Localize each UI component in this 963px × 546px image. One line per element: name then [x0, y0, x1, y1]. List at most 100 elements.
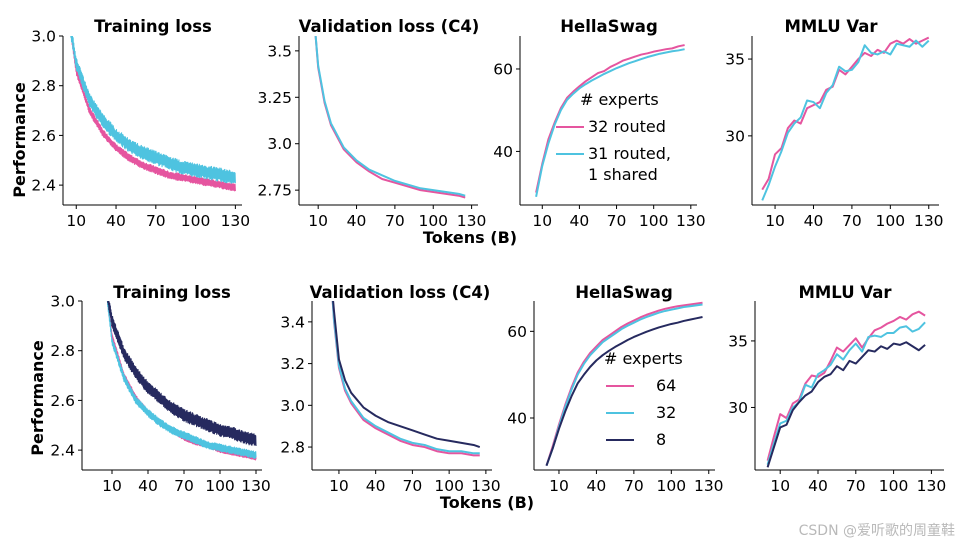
x-tick-label: 40	[570, 212, 590, 230]
series-line-8	[766, 341, 926, 468]
chart-title: Validation loss (C4)	[299, 17, 480, 36]
x-tick-label: 10	[549, 477, 569, 495]
y-tick-label: 40	[493, 143, 513, 161]
y-tick-label: 60	[507, 323, 527, 341]
y-tick-label: 2.4	[31, 177, 56, 195]
plot-area	[331, 301, 481, 457]
y-tick-label: 35	[725, 51, 745, 69]
legend-title: # experts	[580, 90, 659, 109]
legend: # experts 64 32 8	[604, 349, 683, 449]
x-tick-label: 70	[607, 212, 627, 230]
chart-panel-7: HellaSwag 40 60 10 40 70 100 130 # experts 64 32 8	[507, 283, 723, 495]
legend-label: 8	[656, 430, 666, 449]
chart-panel-2: Validation loss (C4) 2.75 3.0 3.25 3.5 10 40 70…	[257, 17, 486, 230]
x-tick-label: 10	[770, 477, 790, 495]
series-line-8	[545, 316, 703, 467]
chart-title: Training loss	[94, 17, 212, 36]
y-tick-label: 2.8	[280, 439, 305, 457]
x-tick-label: 100	[639, 212, 669, 230]
x-tick-label: 10	[765, 212, 785, 230]
series-line-32-routed	[535, 44, 685, 193]
y-tick-label: 3.25	[257, 89, 292, 107]
x-tick-label: 10	[102, 477, 122, 495]
legend-label-line2: 1 shared	[588, 165, 658, 184]
chart-title: HellaSwag	[575, 283, 673, 302]
plot-area	[106, 301, 257, 461]
legend-title: # experts	[604, 349, 683, 368]
y-tick-label: 3.2	[280, 355, 305, 373]
x-axis-label-row1: Tokens (B)	[423, 228, 517, 247]
x-tick-label: 130	[221, 212, 251, 230]
series-line-64	[331, 301, 480, 457]
series-line-31-routed-1-shared	[761, 39, 930, 201]
x-tick-label: 10	[308, 212, 328, 230]
chart-panel-3: HellaSwag 40 60 10 40 70 100 130 # experts 32 rou…	[493, 17, 705, 230]
plot-area	[314, 36, 466, 199]
plot-area	[766, 310, 926, 468]
y-tick-label: 2.75	[257, 182, 292, 200]
legend-label: 64	[656, 376, 676, 395]
charts-layer: Training loss 2.4 2.6 2.8 3.0 10 40 70 100 130 Per…	[10, 17, 946, 495]
y-tick-label: 3.4	[280, 313, 305, 331]
plot-area	[535, 44, 685, 197]
y-tick-label: 2.4	[50, 442, 75, 460]
chart-panel-4: MMLU Var 30 35 10 40 70 100 130	[725, 17, 943, 230]
x-tick-label: 70	[146, 212, 166, 230]
x-tick-label: 130	[241, 477, 271, 495]
chart-panel-8: MMLU Var 30 35 10 40 70 100 130	[728, 283, 946, 495]
series-line-64	[766, 310, 926, 461]
x-tick-label: 70	[846, 477, 866, 495]
series-line-8	[107, 301, 257, 447]
legend-label: 31 routed,	[588, 144, 671, 163]
y-tick-label: 2.8	[50, 342, 75, 360]
series-line-31-routed-1-shared	[314, 36, 466, 197]
y-tick-label: 2.8	[31, 77, 56, 95]
x-tick-label: 10	[329, 477, 349, 495]
x-tick-label: 100	[418, 212, 448, 230]
x-tick-label: 70	[385, 212, 405, 230]
y-axis-label: Performance	[10, 82, 29, 198]
y-tick-label: 3.0	[280, 397, 305, 415]
x-tick-label: 100	[879, 477, 909, 495]
series-line-31-routed-1-shared	[535, 48, 685, 197]
x-tick-label: 130	[694, 477, 724, 495]
series-line-32	[331, 301, 480, 455]
x-tick-label: 40	[366, 477, 386, 495]
plot-area	[70, 36, 236, 192]
x-tick-label: 40	[106, 212, 126, 230]
x-tick-label: 130	[471, 477, 501, 495]
chart-panel-1: Training loss 2.4 2.6 2.8 3.0 10 40 70 100 130 Per…	[10, 17, 250, 230]
x-tick-label: 70	[842, 212, 862, 230]
watermark-text: CSDN @爱听歌的周童鞋	[799, 522, 955, 539]
series-line-8	[332, 301, 481, 448]
x-tick-label: 130	[914, 212, 944, 230]
x-tick-label: 40	[804, 212, 824, 230]
x-axis-label-row2: Tokens (B)	[440, 493, 534, 512]
series-line-32	[106, 301, 257, 459]
series-line-31-routed-1-shared	[70, 36, 236, 184]
x-tick-label: 100	[181, 212, 211, 230]
y-tick-label: 3.0	[50, 293, 75, 311]
x-tick-label: 100	[876, 212, 906, 230]
y-axis-label: Performance	[28, 340, 47, 456]
legend-label: 32 routed	[588, 117, 666, 136]
y-tick-label: 2.6	[50, 392, 75, 410]
plot-area	[761, 36, 930, 201]
y-tick-label: 3.0	[31, 28, 56, 46]
y-tick-label: 30	[728, 399, 748, 417]
series-line-32-routed	[314, 36, 466, 199]
series-line-32	[766, 321, 926, 465]
legend: # experts 32 routed 31 routed, 1 shared	[556, 90, 671, 184]
x-tick-label: 70	[174, 477, 194, 495]
y-tick-label: 60	[493, 60, 513, 78]
x-tick-label: 10	[66, 212, 86, 230]
x-tick-label: 40	[808, 477, 828, 495]
y-tick-label: 30	[725, 127, 745, 145]
x-tick-label: 70	[624, 477, 644, 495]
x-tick-label: 130	[676, 212, 706, 230]
series-line-32-routed	[70, 36, 236, 192]
x-tick-label: 70	[403, 477, 423, 495]
x-tick-label: 10	[532, 212, 552, 230]
y-tick-label: 2.6	[31, 127, 56, 145]
